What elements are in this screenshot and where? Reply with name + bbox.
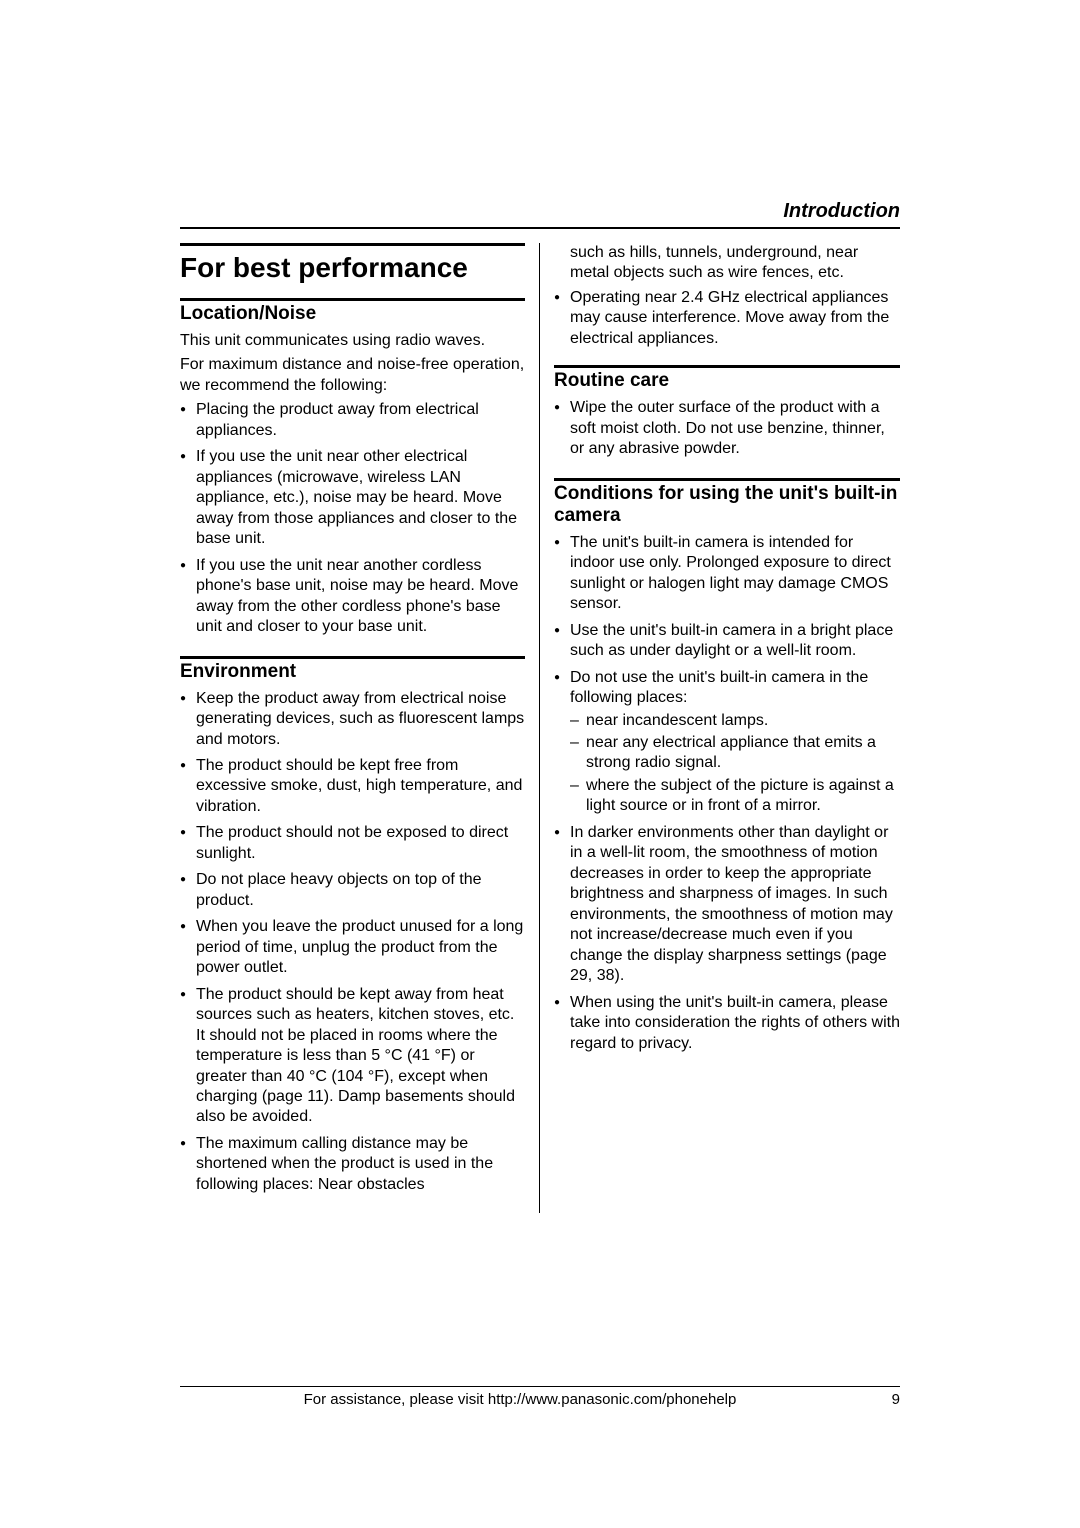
manual-page: Introduction For best performance Locati… [0, 0, 1080, 1528]
page-number: 9 [860, 1391, 900, 1408]
section-camera-conditions: Conditions for using the unit's built-in… [554, 478, 900, 1054]
list-item: If you use the unit near another cordles… [180, 556, 525, 638]
list-item: near any electrical appliance that emits… [570, 733, 900, 774]
list-item: Operating near 2.4 GHz electrical applia… [554, 288, 900, 349]
subsection-rule [180, 298, 525, 301]
list-item: Do not place heavy objects on top of the… [180, 870, 525, 911]
heading-location-noise: Location/Noise [180, 303, 525, 325]
page-footer: For assistance, please visit http://www.… [180, 1386, 900, 1408]
list-item-text: Do not use the unit's built-in camera in… [570, 669, 868, 706]
title-rule [180, 243, 525, 246]
bullet-list: Placing the product away from electrical… [180, 400, 525, 637]
bullet-list: The unit's built-in camera is intended f… [554, 533, 900, 1054]
right-column: such as hills, tunnels, underground, nea… [540, 243, 900, 1213]
footer-assist-text: For assistance, please visit http://www.… [180, 1391, 860, 1408]
list-item: Placing the product away from electrical… [180, 400, 525, 441]
body-text: For maximum distance and noise-free oper… [180, 355, 525, 396]
list-item: The product should be kept away from hea… [180, 985, 525, 1128]
list-item: When using the unit's built-in camera, p… [554, 993, 900, 1054]
section-routine-care: Routine care Wipe the outer surface of t… [554, 365, 900, 459]
continuation-text: such as hills, tunnels, underground, nea… [554, 243, 900, 284]
heading-environment: Environment [180, 661, 525, 683]
list-item: The product should not be exposed to dir… [180, 823, 525, 864]
two-column-layout: For best performance Location/Noise This… [180, 243, 900, 1213]
section-label: Introduction [180, 200, 900, 223]
list-item: Wipe the outer surface of the product wi… [554, 398, 900, 459]
heading-routine-care: Routine care [554, 370, 900, 392]
heading-camera-conditions: Conditions for using the unit's built-in… [554, 483, 900, 527]
list-item: In darker environments other than daylig… [554, 823, 900, 987]
list-item: If you use the unit near other electrica… [180, 447, 525, 549]
list-item: Use the unit's built-in camera in a brig… [554, 621, 900, 662]
body-text: This unit communicates using radio waves… [180, 331, 525, 351]
list-item: Keep the product away from electrical no… [180, 689, 525, 750]
section-location-noise: Location/Noise This unit communicates us… [180, 298, 525, 638]
bullet-list: Keep the product away from electrical no… [180, 689, 525, 1196]
list-item: The maximum calling distance may be shor… [180, 1134, 525, 1195]
subsection-rule [554, 365, 900, 368]
dash-list: near incandescent lamps. near any electr… [570, 711, 900, 817]
subsection-rule [180, 656, 525, 659]
list-item: where the subject of the picture is agai… [570, 776, 900, 817]
list-item: When you leave the product unused for a … [180, 917, 525, 978]
list-item: The product should be kept free from exc… [180, 756, 525, 817]
list-item: near incandescent lamps. [570, 711, 900, 731]
subsection-rule [554, 478, 900, 481]
left-column: For best performance Location/Noise This… [180, 243, 540, 1213]
bullet-list: Wipe the outer surface of the product wi… [554, 398, 900, 459]
bullet-list: Operating near 2.4 GHz electrical applia… [554, 288, 900, 349]
page-title: For best performance [180, 252, 525, 284]
section-rule [180, 227, 900, 229]
list-item: The unit's built-in camera is intended f… [554, 533, 900, 615]
section-environment: Environment Keep the product away from e… [180, 656, 525, 1196]
list-item: Do not use the unit's built-in camera in… [554, 668, 900, 817]
